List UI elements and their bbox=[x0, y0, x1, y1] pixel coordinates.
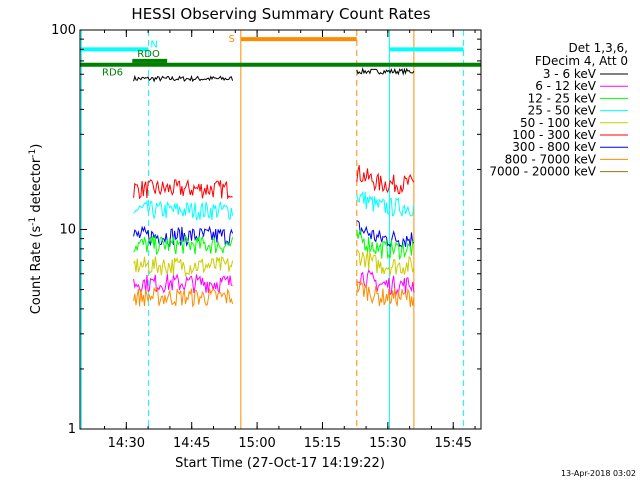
y-tick-label: 10 bbox=[59, 223, 76, 238]
legend-entry-label: 25 - 50 keV bbox=[528, 104, 597, 118]
x-tick-label: 15:45 bbox=[435, 436, 472, 451]
orbit-label-rd6: RD6 bbox=[102, 68, 123, 79]
x-tick-label: 15:30 bbox=[369, 436, 406, 451]
legend-entry-label: 300 - 800 keV bbox=[512, 140, 596, 154]
legend-header-line-2: FDecim 4, Att 0 bbox=[535, 54, 628, 68]
chart-title: HESSI Observing Summary Count Rates bbox=[131, 5, 430, 23]
orbit-bars: N S RDO RD6 bbox=[80, 34, 481, 79]
series-line bbox=[133, 199, 234, 221]
orbit-label-rdo: RDO bbox=[137, 49, 160, 60]
series-line bbox=[133, 225, 234, 248]
series-line bbox=[356, 269, 415, 297]
x-tick-label: 15:15 bbox=[304, 436, 341, 451]
y-axis-label: Count Rate (s-1 detector-1) bbox=[28, 144, 44, 315]
series-line bbox=[356, 249, 415, 276]
legend-entry-label: 6 - 12 keV bbox=[535, 79, 597, 93]
timestamp: 13-Apr-2018 03:02 bbox=[561, 469, 636, 478]
legend-entry-label: 100 - 300 keV bbox=[512, 128, 596, 142]
series-line bbox=[133, 273, 233, 295]
series-line bbox=[356, 190, 415, 217]
orbit-label-n: N bbox=[150, 39, 157, 50]
series-line bbox=[356, 67, 415, 76]
series-line bbox=[133, 234, 234, 256]
x-axis-ticks: 14:30 14:45 15:00 15:15 15:30 15:45 bbox=[104, 30, 476, 451]
y-axis-ticks: 1 10 100 bbox=[51, 23, 481, 437]
series-line bbox=[133, 178, 233, 200]
series-line bbox=[133, 286, 234, 308]
data-series bbox=[133, 67, 415, 308]
legend-entry-label: 7000 - 20000 keV bbox=[489, 165, 596, 179]
legend-entry-label: 12 - 25 keV bbox=[528, 91, 597, 105]
legend-header-line-1: Det 1,3,6, bbox=[569, 41, 629, 55]
x-tick-label: 14:30 bbox=[108, 436, 145, 451]
plot-frame bbox=[79, 29, 482, 430]
orbit-label-s: S bbox=[228, 34, 234, 45]
legend-entry-label: 3 - 6 keV bbox=[543, 67, 597, 81]
series-line bbox=[356, 278, 415, 307]
x-tick-label: 14:45 bbox=[173, 436, 210, 451]
orbit-vertical-lines bbox=[80, 30, 465, 429]
series-line bbox=[133, 74, 234, 83]
series-line bbox=[133, 256, 234, 278]
series-line bbox=[356, 228, 415, 261]
y-tick-label: 1 bbox=[68, 422, 76, 437]
legend-entry-label: 50 - 100 keV bbox=[520, 116, 597, 130]
y-tick-label: 100 bbox=[51, 23, 76, 38]
x-tick-label: 15:00 bbox=[238, 436, 275, 451]
series-line bbox=[356, 165, 415, 194]
series-line bbox=[356, 220, 415, 250]
legend-entry-label: 800 - 7000 keV bbox=[505, 152, 597, 166]
x-axis-label: Start Time (27-Oct-17 14:19:22) bbox=[175, 456, 385, 471]
